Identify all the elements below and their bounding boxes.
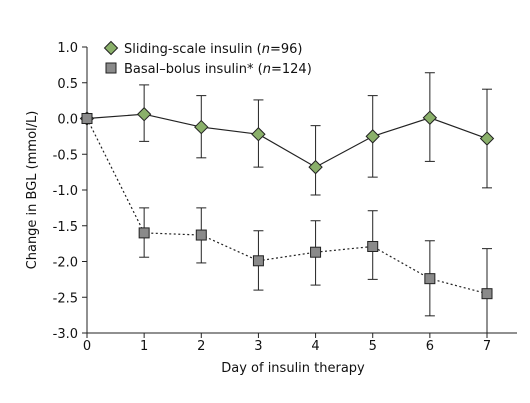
data-point [251, 127, 266, 142]
series-layer [79, 72, 495, 334]
data-point [138, 227, 150, 239]
x-tick-label: 0 [83, 339, 91, 354]
legend: Sliding-scale insulin (n=96) Basal–bolus … [103, 40, 312, 77]
y-tick-label: -1.5 [53, 220, 78, 235]
data-point [367, 240, 379, 252]
data-point [252, 255, 264, 267]
y-tick-label: 0.5 [57, 77, 78, 92]
x-ticks: 0 1 2 3 4 5 6 7 [83, 333, 491, 354]
data-point [81, 113, 93, 124]
axes [86, 47, 517, 334]
legend-label: Sliding-scale insulin (n=96) [124, 42, 302, 57]
y-axis-title: Change in BGL (mmol/L) [25, 111, 40, 270]
x-tick-label: 5 [369, 339, 377, 354]
y-tick-label: 0.0 [57, 113, 78, 128]
series-2 [81, 113, 493, 334]
data-point [481, 288, 493, 300]
data-point [195, 229, 207, 241]
data-point [424, 273, 436, 285]
y-tick-label: -1.0 [53, 184, 78, 199]
data-point [308, 159, 323, 175]
data-point [422, 110, 438, 125]
legend-marker [105, 62, 117, 74]
y-ticks: 1.0 0.5 0.0 -0.5 -1.0 -1.5 -2.0 -2.5 -3.0 [53, 41, 87, 342]
data-point [479, 131, 495, 146]
y-tick-label: -0.5 [53, 148, 78, 163]
legend-marker [103, 40, 119, 56]
y-tick-label: 1.0 [57, 41, 78, 56]
series-1 [79, 72, 495, 196]
x-tick-label: 3 [254, 339, 262, 354]
y-tick-label: -3.0 [53, 327, 78, 342]
series-line [86, 118, 488, 295]
x-tick-label: 4 [311, 339, 319, 354]
y-tick-label: -2.5 [53, 291, 78, 306]
x-tick-label: 2 [197, 339, 205, 354]
data-point [310, 246, 322, 258]
data-point [194, 119, 209, 135]
x-axis-title: Day of insulin therapy [221, 361, 365, 376]
x-tick-label: 7 [483, 339, 491, 354]
legend-label: Basal–bolus insulin* (n=124) [124, 62, 312, 77]
series-line [86, 113, 488, 168]
y-tick-label: -2.0 [53, 256, 78, 271]
data-point [365, 129, 380, 144]
x-tick-label: 6 [426, 339, 434, 354]
data-point [136, 107, 152, 122]
x-tick-label: 1 [140, 339, 148, 354]
